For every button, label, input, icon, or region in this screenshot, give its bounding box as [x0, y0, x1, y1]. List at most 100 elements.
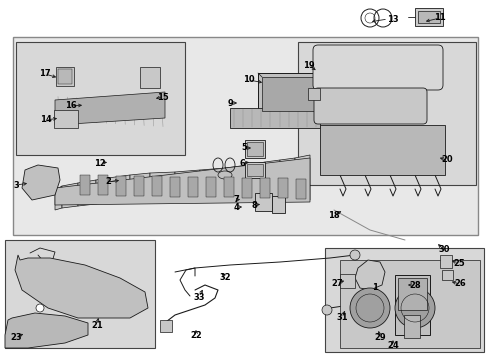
Bar [260, 178, 269, 198]
Bar [58, 69, 72, 84]
Circle shape [321, 305, 331, 315]
Polygon shape [55, 158, 309, 205]
Text: 6: 6 [239, 158, 244, 167]
Text: 29: 29 [373, 333, 385, 342]
Text: 26: 26 [453, 279, 465, 288]
Bar [325, 248, 483, 352]
Bar [134, 176, 143, 196]
Bar [297, 42, 475, 185]
Bar [339, 274, 354, 288]
Circle shape [394, 288, 434, 328]
Polygon shape [150, 172, 175, 201]
Bar [278, 178, 287, 198]
Circle shape [36, 304, 44, 312]
Polygon shape [22, 165, 60, 200]
Text: 19: 19 [303, 60, 314, 69]
Polygon shape [55, 186, 62, 210]
Text: 32: 32 [219, 273, 230, 282]
Bar [160, 320, 172, 332]
Text: 16: 16 [65, 102, 77, 111]
Bar [54, 110, 78, 128]
Text: 25: 25 [452, 258, 464, 267]
Polygon shape [96, 178, 108, 204]
Bar [271, 196, 285, 213]
Bar [439, 255, 451, 268]
Bar [254, 193, 271, 211]
Polygon shape [339, 260, 479, 348]
Bar [224, 177, 234, 197]
Text: 28: 28 [408, 280, 420, 289]
Bar [170, 176, 180, 197]
Circle shape [349, 288, 389, 328]
Bar [295, 179, 305, 199]
Polygon shape [224, 165, 247, 200]
Polygon shape [55, 92, 164, 125]
Text: 5: 5 [241, 144, 246, 153]
Bar [397, 278, 426, 310]
Text: 18: 18 [327, 211, 339, 220]
Circle shape [349, 250, 359, 260]
Text: 2: 2 [105, 177, 111, 186]
Bar [80, 175, 90, 195]
Text: 27: 27 [330, 279, 342, 288]
Bar [187, 177, 198, 197]
Bar [403, 315, 419, 338]
Bar [319, 125, 444, 175]
Text: 31: 31 [336, 314, 347, 323]
Polygon shape [200, 168, 224, 200]
Text: 11: 11 [433, 13, 445, 22]
Text: 21: 21 [91, 320, 102, 329]
Bar [244, 140, 264, 158]
Text: 7: 7 [233, 195, 238, 204]
Text: 12: 12 [94, 158, 106, 167]
Bar [262, 77, 315, 111]
Polygon shape [264, 160, 280, 200]
Bar [229, 108, 319, 128]
Bar [441, 270, 452, 280]
Bar [5, 240, 155, 348]
Text: 1: 1 [371, 283, 377, 292]
Bar [258, 73, 319, 115]
Text: 9: 9 [226, 99, 232, 108]
Text: 3: 3 [13, 180, 19, 189]
Text: 17: 17 [39, 69, 51, 78]
Polygon shape [280, 158, 294, 200]
Polygon shape [5, 313, 88, 348]
Polygon shape [62, 183, 78, 208]
Text: 23: 23 [10, 333, 22, 342]
Text: 20: 20 [440, 156, 452, 165]
Bar [98, 175, 108, 195]
Polygon shape [108, 175, 130, 203]
Bar [140, 67, 160, 88]
Text: 22: 22 [190, 330, 202, 339]
Text: 10: 10 [243, 76, 254, 85]
Bar [414, 8, 442, 26]
Polygon shape [354, 260, 384, 290]
Ellipse shape [218, 171, 231, 179]
FancyBboxPatch shape [312, 45, 442, 90]
Bar [13, 37, 477, 235]
Text: 4: 4 [234, 202, 240, 211]
Polygon shape [247, 162, 264, 200]
FancyBboxPatch shape [313, 88, 426, 124]
Bar [152, 176, 162, 196]
Text: 30: 30 [437, 246, 449, 255]
Bar [205, 177, 216, 197]
Bar [116, 176, 126, 195]
Bar [56, 67, 74, 86]
Bar [246, 142, 263, 156]
Bar [417, 11, 439, 23]
Bar [307, 88, 319, 100]
Bar [246, 164, 263, 176]
Bar [394, 275, 429, 335]
Polygon shape [130, 173, 150, 202]
Bar [244, 162, 264, 178]
Polygon shape [175, 170, 200, 200]
Text: 33: 33 [193, 292, 204, 302]
Text: 14: 14 [40, 116, 52, 125]
Text: 24: 24 [386, 341, 398, 350]
Text: 15: 15 [157, 93, 168, 102]
Bar [242, 178, 251, 198]
Polygon shape [78, 180, 96, 206]
Polygon shape [15, 255, 148, 318]
